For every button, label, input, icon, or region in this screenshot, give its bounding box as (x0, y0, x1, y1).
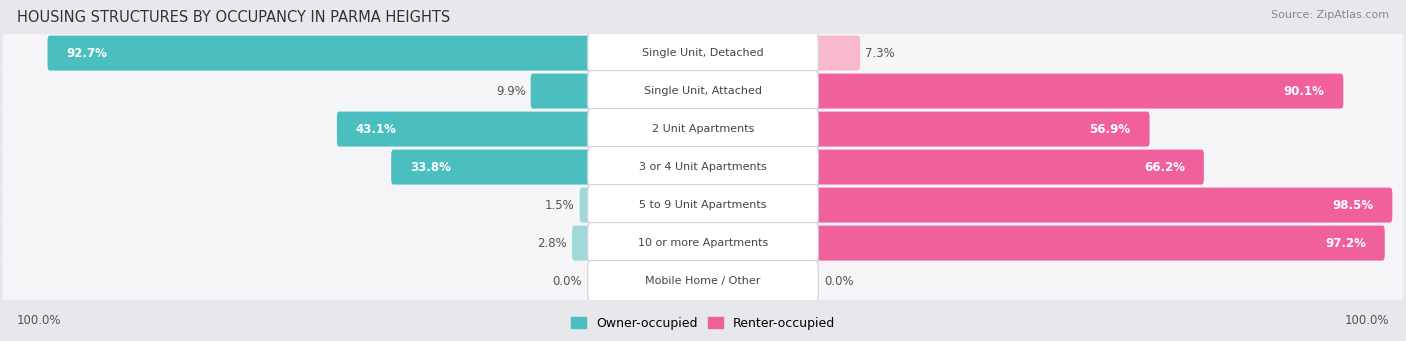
Text: 7.3%: 7.3% (865, 47, 894, 60)
FancyBboxPatch shape (572, 226, 593, 261)
FancyBboxPatch shape (3, 253, 1403, 310)
Text: 9.9%: 9.9% (496, 85, 526, 98)
FancyBboxPatch shape (814, 35, 860, 71)
FancyBboxPatch shape (579, 188, 593, 223)
Text: 1.5%: 1.5% (546, 198, 575, 211)
Text: 43.1%: 43.1% (356, 123, 396, 136)
FancyBboxPatch shape (3, 177, 1403, 234)
FancyBboxPatch shape (3, 25, 1403, 81)
Text: Single Unit, Attached: Single Unit, Attached (644, 86, 762, 96)
FancyBboxPatch shape (530, 74, 593, 108)
Text: 92.7%: 92.7% (66, 47, 107, 60)
Text: HOUSING STRUCTURES BY OCCUPANCY IN PARMA HEIGHTS: HOUSING STRUCTURES BY OCCUPANCY IN PARMA… (17, 10, 450, 25)
Text: 56.9%: 56.9% (1090, 123, 1130, 136)
FancyBboxPatch shape (337, 112, 593, 147)
FancyBboxPatch shape (588, 108, 818, 150)
FancyBboxPatch shape (814, 188, 1392, 223)
FancyBboxPatch shape (588, 33, 818, 74)
Text: 90.1%: 90.1% (1284, 85, 1324, 98)
Text: 2.8%: 2.8% (537, 237, 567, 250)
Text: 66.2%: 66.2% (1144, 161, 1185, 174)
Text: 100.0%: 100.0% (17, 314, 62, 327)
Text: 98.5%: 98.5% (1333, 198, 1374, 211)
Text: 2 Unit Apartments: 2 Unit Apartments (652, 124, 754, 134)
Text: 10 or more Apartments: 10 or more Apartments (638, 238, 768, 248)
Text: 5 to 9 Unit Apartments: 5 to 9 Unit Apartments (640, 200, 766, 210)
Text: 3 or 4 Unit Apartments: 3 or 4 Unit Apartments (640, 162, 766, 172)
Text: 33.8%: 33.8% (411, 161, 451, 174)
FancyBboxPatch shape (48, 35, 593, 71)
FancyBboxPatch shape (3, 101, 1403, 158)
Text: 0.0%: 0.0% (824, 275, 853, 287)
FancyBboxPatch shape (3, 214, 1403, 271)
FancyBboxPatch shape (588, 261, 818, 301)
FancyBboxPatch shape (588, 184, 818, 226)
FancyBboxPatch shape (814, 150, 1204, 184)
FancyBboxPatch shape (814, 226, 1385, 261)
FancyBboxPatch shape (814, 112, 1150, 147)
FancyBboxPatch shape (588, 71, 818, 112)
Text: Source: ZipAtlas.com: Source: ZipAtlas.com (1271, 10, 1389, 20)
Text: Single Unit, Detached: Single Unit, Detached (643, 48, 763, 58)
Text: Mobile Home / Other: Mobile Home / Other (645, 276, 761, 286)
FancyBboxPatch shape (3, 63, 1403, 120)
FancyBboxPatch shape (391, 150, 593, 184)
Text: 97.2%: 97.2% (1324, 237, 1365, 250)
FancyBboxPatch shape (588, 147, 818, 188)
FancyBboxPatch shape (814, 74, 1343, 108)
Legend: Owner-occupied, Renter-occupied: Owner-occupied, Renter-occupied (567, 312, 839, 335)
FancyBboxPatch shape (588, 223, 818, 264)
Text: 0.0%: 0.0% (553, 275, 582, 287)
Text: 100.0%: 100.0% (1344, 314, 1389, 327)
FancyBboxPatch shape (3, 138, 1403, 196)
